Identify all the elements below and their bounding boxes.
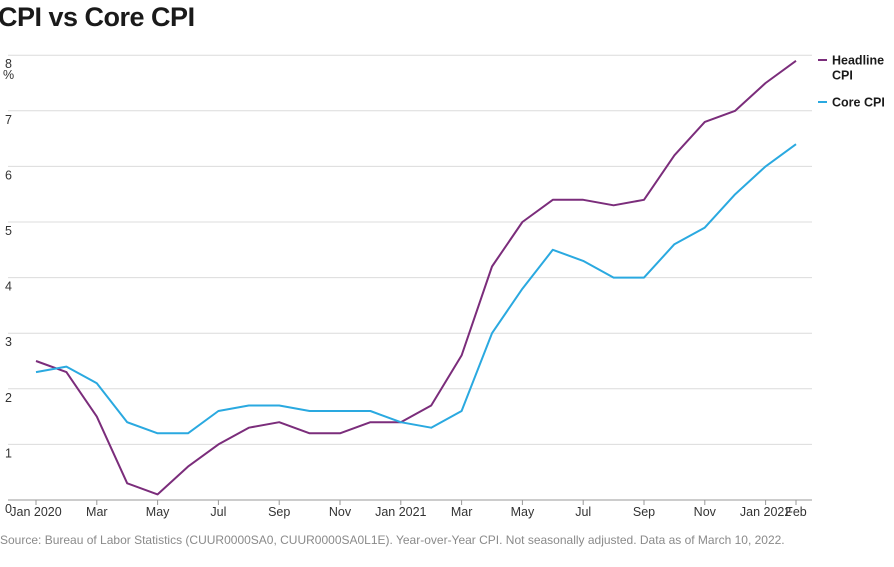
- x-tick-label: Mar: [86, 505, 108, 519]
- x-tick-label: Jul: [575, 505, 591, 519]
- y-axis-unit: %: [3, 68, 14, 82]
- x-tick-label: Nov: [694, 505, 717, 519]
- legend-label: Core CPI: [832, 96, 885, 110]
- y-tick-label: 8: [5, 57, 12, 71]
- y-axis: 0 1 2 3 4 5 6 7 8%: [3, 57, 14, 516]
- y-tick-label: 0: [5, 502, 12, 516]
- y-tick-label: 1: [5, 446, 12, 460]
- y-tick-label: 5: [5, 224, 12, 238]
- x-tick-label: Jan 2022: [740, 505, 791, 519]
- x-tick-label: Sep: [633, 505, 655, 519]
- x-tick-label: Mar: [451, 505, 473, 519]
- series-lines: [35, 59, 797, 496]
- series-line-core-cpi: [35, 143, 797, 435]
- series-line-headline-cpi: [35, 59, 797, 496]
- x-tick-label: Jul: [210, 505, 226, 519]
- y-tick-label: 3: [5, 335, 12, 349]
- y-tick-label: 4: [5, 280, 12, 294]
- x-tick-label: Feb: [785, 505, 807, 519]
- x-tick-label: Nov: [329, 505, 352, 519]
- x-tick-label: Jan 2020: [10, 505, 61, 519]
- x-tick-label: Jan 2021: [375, 505, 426, 519]
- legend-label: Headline CPI: [832, 54, 884, 83]
- x-tick-label: May: [146, 505, 170, 519]
- x-axis: Jan 2020 Mar May Jul Sep Nov Jan 2021 Mar May Jul…: [10, 500, 807, 519]
- x-tick-label: Sep: [268, 505, 290, 519]
- x-tick-label: May: [511, 505, 535, 519]
- y-tick-label: 7: [5, 113, 12, 127]
- y-tick-label: 6: [5, 168, 12, 182]
- gridlines: [8, 54, 812, 501]
- chart-title: CPI vs Core CPI: [0, 2, 195, 32]
- source-note: Source: Bureau of Labor Statistics (CUUR…: [0, 533, 785, 547]
- legend: Headline CPI Core CPI: [818, 54, 885, 110]
- y-tick-label: 2: [5, 391, 12, 405]
